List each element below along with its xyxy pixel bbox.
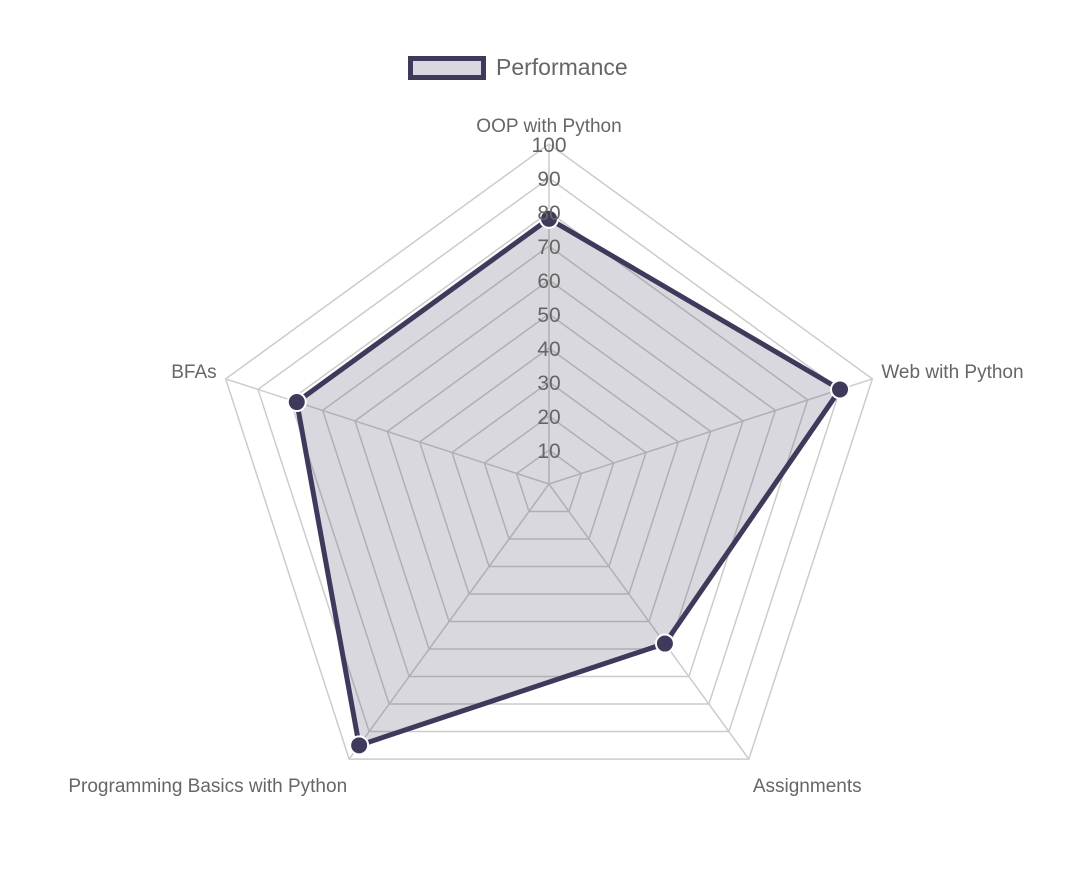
tick-label-50: 50 xyxy=(537,304,560,327)
grid-ring-60 xyxy=(354,279,744,650)
angle-line-1 xyxy=(548,378,873,485)
data-point-2 xyxy=(654,633,675,654)
tick-label-80: 80 xyxy=(537,202,560,225)
tick-label-10: 10 xyxy=(537,440,560,463)
grid-ring-20 xyxy=(483,415,615,540)
tick-label-60: 60 xyxy=(537,270,560,293)
category-label-1: Web with Python xyxy=(881,362,1023,383)
legend-swatch-performance xyxy=(408,55,486,80)
category-label-0: OOP with Python xyxy=(476,116,621,137)
grid-ring-80 xyxy=(289,211,809,705)
grid-ring-40 xyxy=(418,347,680,595)
data-point-1 xyxy=(830,379,851,400)
angle-line-4 xyxy=(225,378,550,485)
legend[interactable]: Performance xyxy=(408,54,628,81)
grid-ring-30 xyxy=(451,381,647,568)
tick-label-90: 90 xyxy=(537,168,560,191)
category-label-3: Programming Basics with Python xyxy=(68,776,347,797)
angle-line-2 xyxy=(548,483,750,760)
tick-label-100: 100 xyxy=(531,134,566,157)
tick-label-40: 40 xyxy=(537,338,560,361)
tick-label-20: 20 xyxy=(537,406,560,429)
category-label-2: Assignments xyxy=(753,776,862,797)
angle-line-3 xyxy=(348,483,550,760)
tick-label-30: 30 xyxy=(537,372,560,395)
data-point-4 xyxy=(286,392,307,413)
grid-ring-10 xyxy=(515,449,583,513)
grid-ring-70 xyxy=(321,245,777,678)
data-point-3 xyxy=(349,735,370,756)
grid-ring-90 xyxy=(257,177,841,733)
series-area-0 xyxy=(294,216,843,748)
grid-ring-100 xyxy=(224,143,874,760)
legend-label-performance: Performance xyxy=(496,54,628,80)
category-label-4: BFAs xyxy=(171,362,216,383)
data-point-0 xyxy=(539,208,559,229)
grid-ring-50 xyxy=(386,313,712,623)
tick-label-70: 70 xyxy=(537,236,560,259)
